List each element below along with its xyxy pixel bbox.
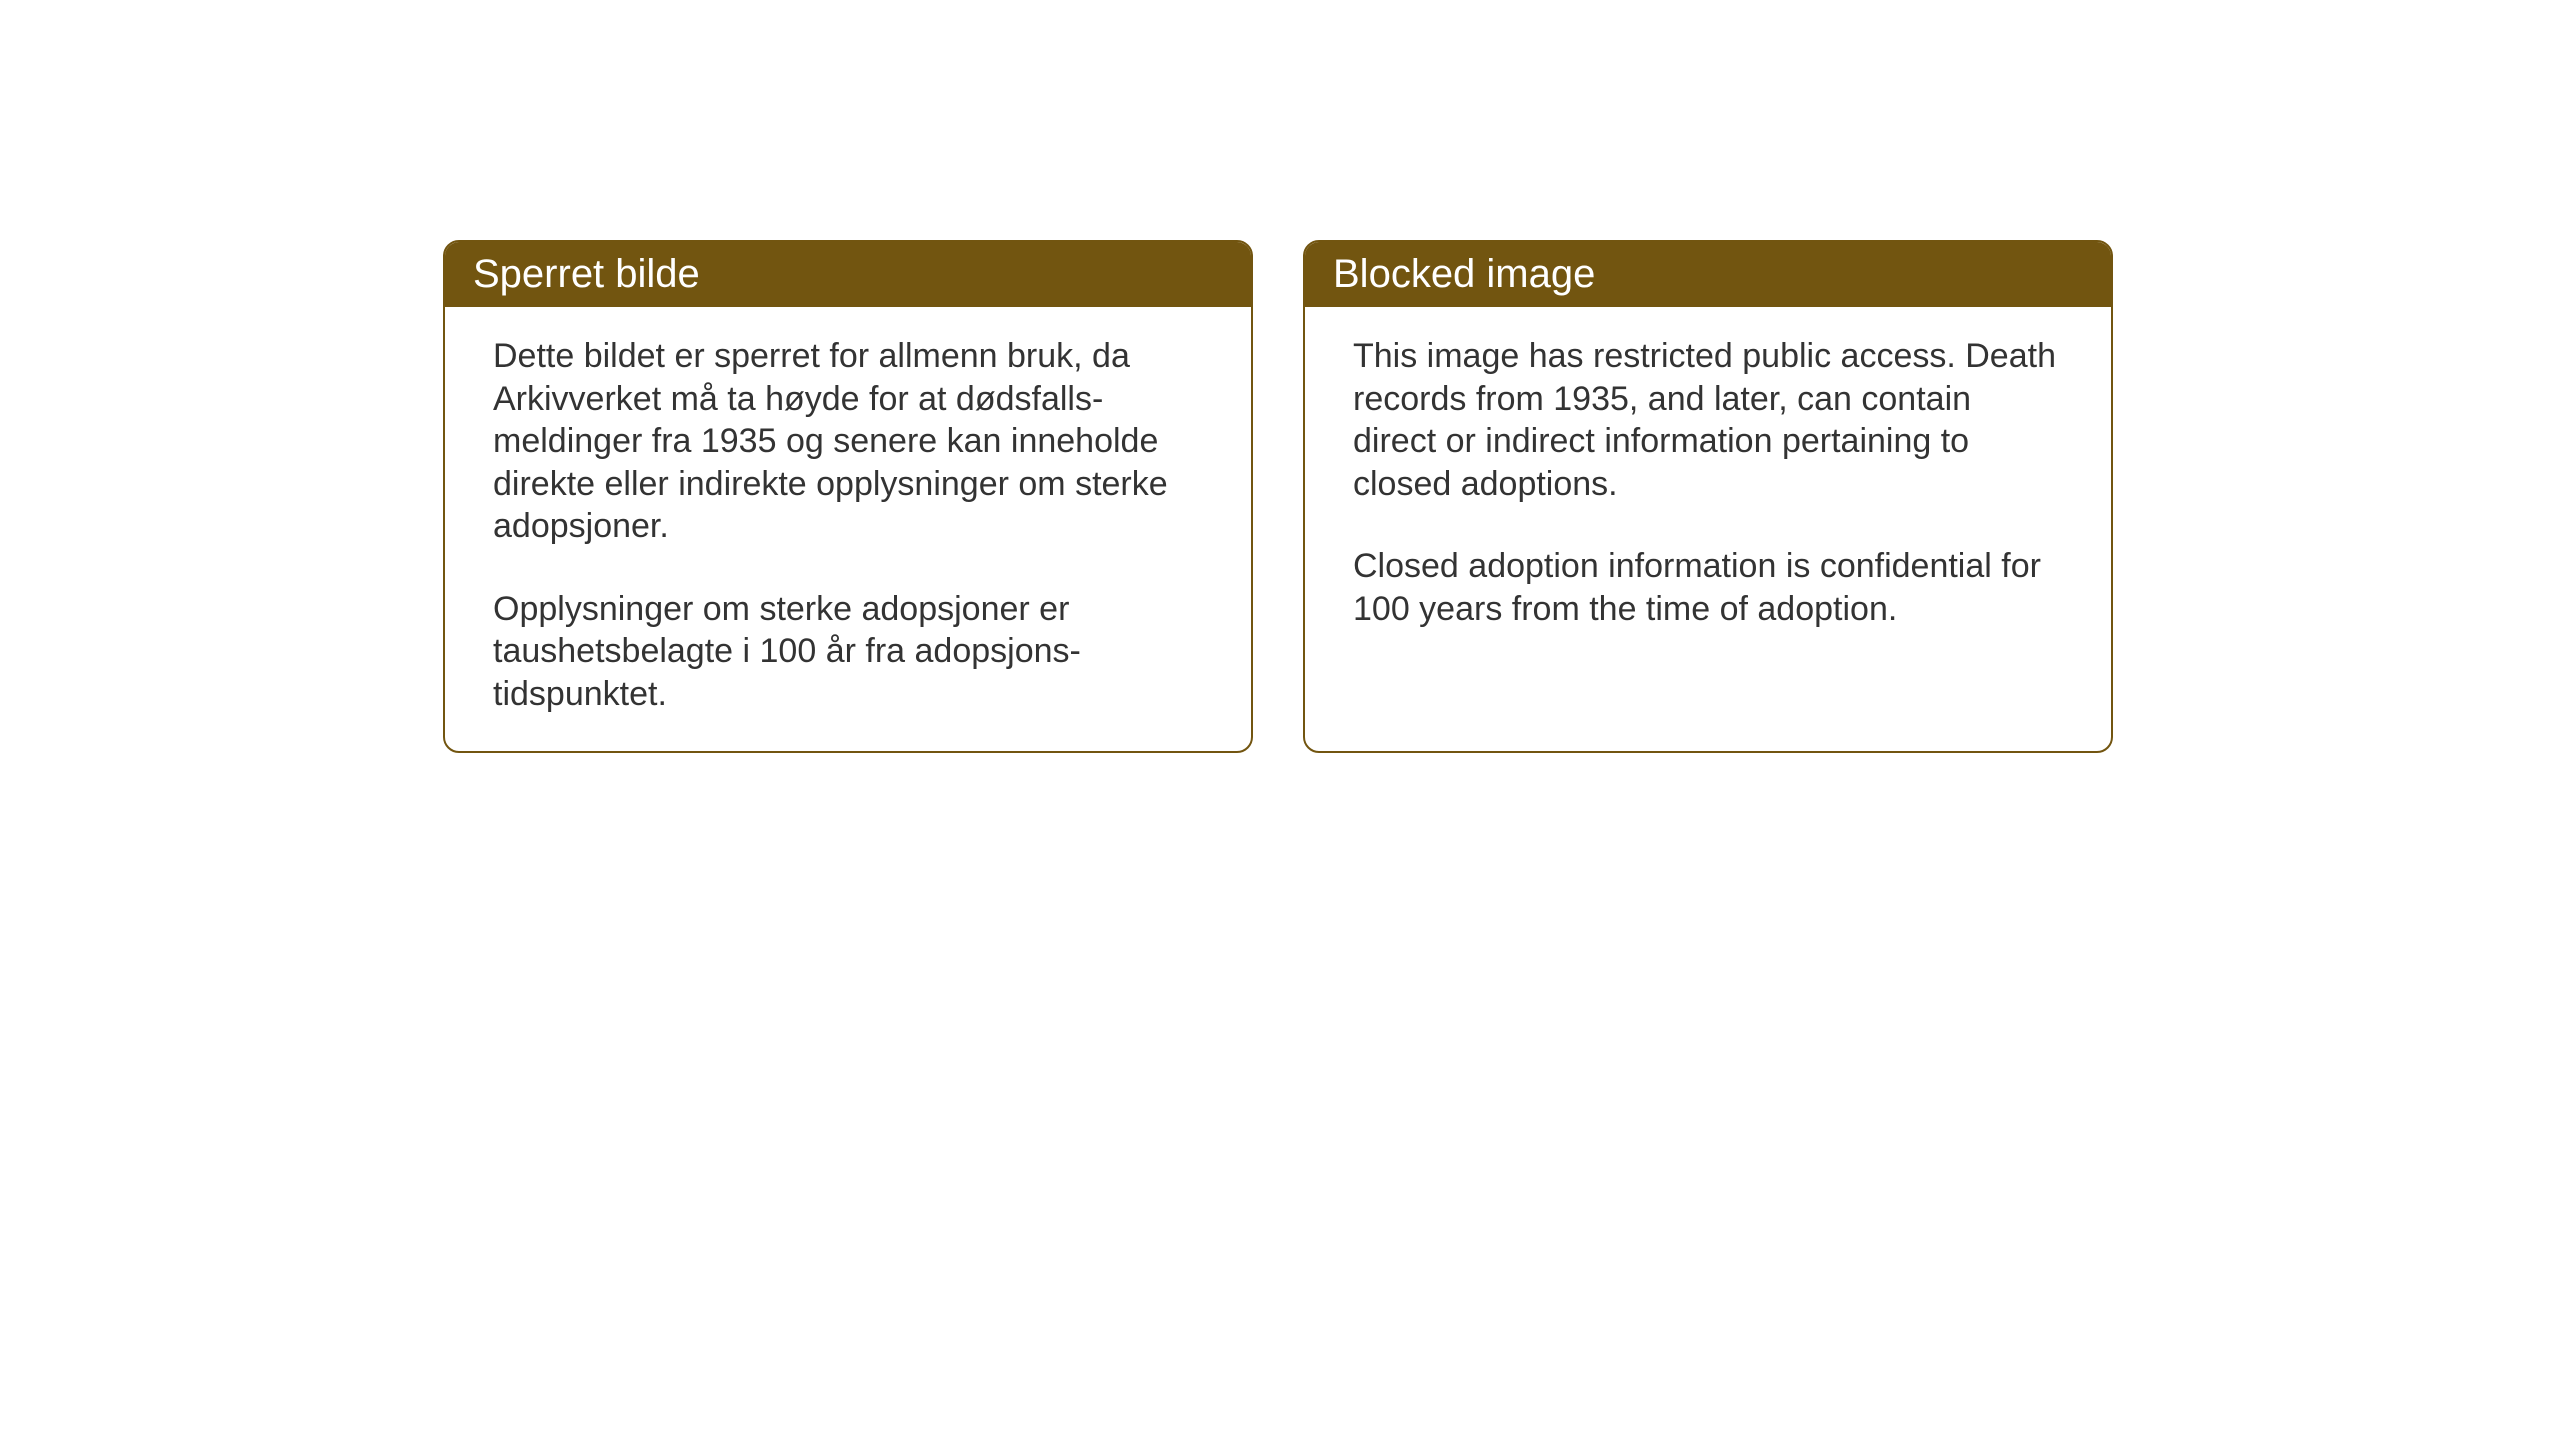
english-paragraph-1: This image has restricted public access.…	[1353, 335, 2063, 505]
english-notice-card: Blocked image This image has restricted …	[1303, 240, 2113, 753]
norwegian-card-title: Sperret bilde	[445, 242, 1251, 307]
norwegian-paragraph-1: Dette bildet er sperret for allmenn bruk…	[493, 335, 1203, 548]
norwegian-notice-card: Sperret bilde Dette bildet er sperret fo…	[443, 240, 1253, 753]
norwegian-card-body: Dette bildet er sperret for allmenn bruk…	[445, 307, 1251, 751]
english-card-body: This image has restricted public access.…	[1305, 307, 2111, 714]
notice-container: Sperret bilde Dette bildet er sperret fo…	[443, 240, 2113, 753]
english-card-title: Blocked image	[1305, 242, 2111, 307]
norwegian-paragraph-2: Opplysninger om sterke adopsjoner er tau…	[493, 588, 1203, 716]
english-paragraph-2: Closed adoption information is confident…	[1353, 545, 2063, 630]
